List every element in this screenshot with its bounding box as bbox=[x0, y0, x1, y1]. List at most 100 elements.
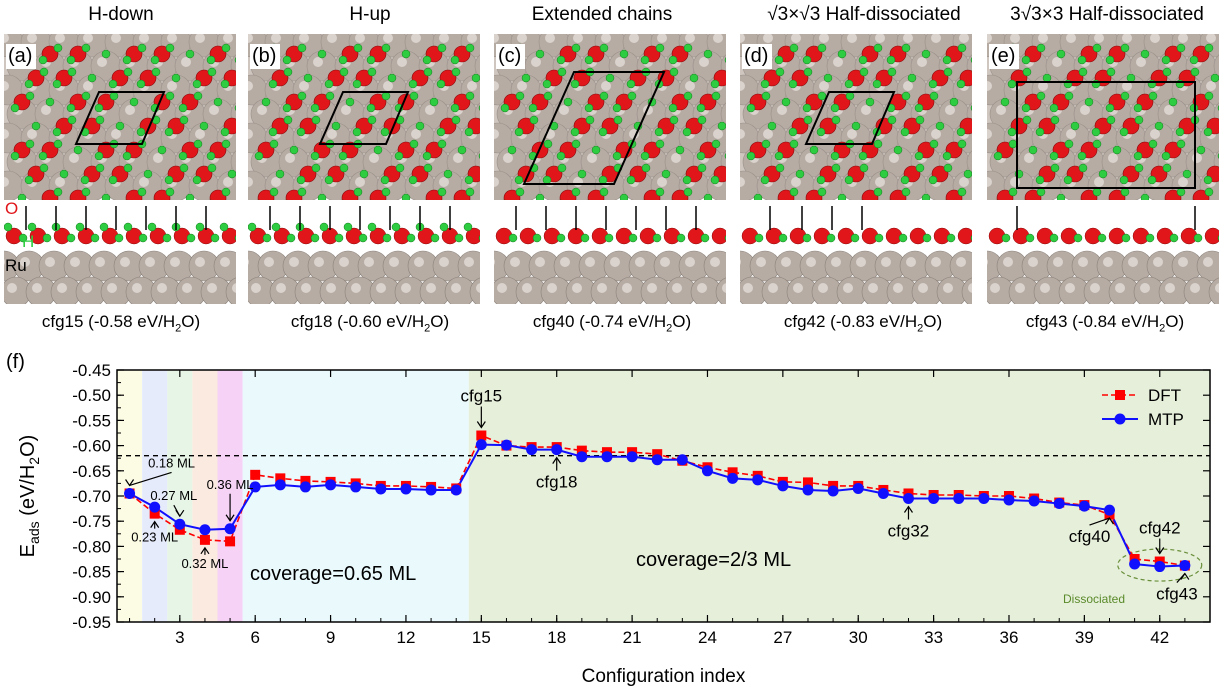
mtp-point bbox=[199, 524, 211, 536]
panel-letter-f: (f) bbox=[6, 351, 25, 373]
mtp-point bbox=[727, 472, 739, 484]
mtp-point bbox=[174, 518, 186, 530]
annotation-label: cfg42 bbox=[1139, 519, 1181, 538]
mtp-point bbox=[1003, 494, 1015, 506]
y-tick-label: -0.65 bbox=[72, 462, 111, 481]
mtp-point bbox=[149, 501, 161, 513]
y-tick-label: -0.85 bbox=[72, 563, 111, 582]
mtp-point bbox=[1028, 495, 1040, 507]
annotation-label: 0.36 ML bbox=[207, 477, 254, 492]
annotation-arrowhead bbox=[476, 421, 486, 429]
y-tick-label: -0.50 bbox=[72, 386, 111, 405]
mtp-point bbox=[249, 481, 261, 493]
mtp-point bbox=[1078, 500, 1090, 512]
panel-title: 3√3×3 Half-dissociated bbox=[1010, 4, 1204, 25]
x-tick-label: 27 bbox=[773, 628, 792, 647]
mtp-point bbox=[1179, 560, 1191, 572]
annotation-arrowhead bbox=[125, 479, 135, 487]
dft-point bbox=[199, 534, 210, 545]
annotation-arrowhead bbox=[200, 546, 210, 555]
x-tick-label: 36 bbox=[1000, 628, 1019, 647]
annotation-label: cfg43 bbox=[1156, 585, 1198, 604]
panel-letter: (c) bbox=[496, 44, 526, 69]
mtp-point bbox=[877, 487, 889, 499]
mtp-point bbox=[299, 481, 311, 493]
structure-panel: (b) bbox=[248, 34, 480, 304]
mtp-point bbox=[1129, 558, 1141, 570]
coverage-band bbox=[167, 370, 193, 622]
structure-panel: (d) bbox=[740, 34, 972, 304]
mtp-point bbox=[551, 444, 563, 456]
x-tick-label: 21 bbox=[623, 628, 642, 647]
coverage-band bbox=[242, 370, 469, 622]
annotation-label: 0.23 ML bbox=[131, 530, 178, 545]
panel-letter: (e) bbox=[989, 44, 1020, 69]
coverage-band bbox=[142, 370, 168, 622]
y-tick-label: -0.95 bbox=[72, 613, 111, 632]
mtp-point bbox=[953, 493, 965, 505]
legend-label-dft: DFT bbox=[1148, 386, 1181, 405]
panel-caption: cfg40 (-0.74 eV/H2O) bbox=[532, 312, 692, 335]
x-tick-label: 24 bbox=[698, 628, 717, 647]
mtp-point bbox=[676, 454, 688, 466]
dft-point bbox=[225, 536, 236, 547]
panel-letter: (d) bbox=[742, 44, 773, 69]
dft-point bbox=[149, 508, 160, 519]
structure-drawing bbox=[987, 34, 1219, 304]
panel-caption: cfg42 (-0.83 eV/H2O) bbox=[783, 312, 943, 335]
structure-drawing bbox=[494, 34, 726, 304]
legend-marker-dft bbox=[1115, 390, 1125, 400]
panel-caption: cfg43 (-0.84 eV/H2O) bbox=[1025, 312, 1185, 335]
atom-label-o: O bbox=[5, 199, 19, 218]
panel-letter: (a) bbox=[6, 44, 37, 69]
mtp-point bbox=[124, 487, 136, 499]
mtp-point bbox=[224, 523, 236, 535]
x-tick-label: 12 bbox=[396, 628, 415, 647]
mtp-point bbox=[375, 483, 387, 495]
annotation-arrowhead bbox=[175, 509, 185, 518]
dft-point bbox=[802, 477, 813, 488]
mtp-point bbox=[601, 451, 613, 463]
legend-label-mtp: MTP bbox=[1148, 410, 1184, 429]
mtp-point bbox=[350, 481, 362, 493]
mtp-point bbox=[902, 493, 914, 505]
annotation-label: 0.32 ML bbox=[181, 556, 228, 571]
mtp-point bbox=[1154, 561, 1166, 573]
structure-panel: (c) bbox=[494, 34, 726, 304]
mtp-point bbox=[325, 479, 337, 491]
x-tick-label: 33 bbox=[924, 628, 943, 647]
region-label: Dissociated bbox=[1063, 592, 1125, 606]
x-tick-label: 18 bbox=[547, 628, 566, 647]
annotation-arrow bbox=[129, 471, 172, 487]
structure-drawing bbox=[4, 34, 236, 304]
coverage-band bbox=[192, 370, 218, 622]
mtp-point bbox=[777, 480, 789, 492]
mtp-point bbox=[701, 465, 713, 477]
mtp-point bbox=[978, 493, 990, 505]
annotation-arrowhead bbox=[1180, 572, 1190, 580]
mtp-point bbox=[626, 451, 638, 463]
y-tick-label: -0.75 bbox=[72, 512, 111, 531]
x-tick-label: 30 bbox=[849, 628, 868, 647]
y-tick-label: -0.45 bbox=[72, 361, 111, 380]
structure-panel: (e) bbox=[987, 34, 1219, 304]
annotation-arrowhead bbox=[225, 514, 235, 522]
x-tick-label: 3 bbox=[175, 628, 184, 647]
mtp-point bbox=[1053, 498, 1065, 510]
y-tick-label: -0.90 bbox=[72, 588, 111, 607]
panel-caption: cfg15 (-0.58 eV/H2O) bbox=[41, 312, 201, 335]
panel-letter: (b) bbox=[250, 44, 281, 69]
mtp-point bbox=[1103, 504, 1115, 516]
panel-title: Extended chains bbox=[531, 4, 673, 25]
annotation-label: 0.18 ML bbox=[148, 455, 195, 470]
structure-drawing bbox=[248, 34, 480, 304]
annotation-label: cfg40 bbox=[1069, 527, 1111, 546]
mtp-point bbox=[475, 439, 487, 451]
annotation-label: cfg15 bbox=[461, 387, 503, 406]
annotation-label: cfg18 bbox=[536, 473, 578, 492]
panel-title: H-up bbox=[349, 4, 391, 25]
region-label: coverage=2/3 ML bbox=[636, 549, 791, 571]
x-tick-label: 39 bbox=[1075, 628, 1094, 647]
dft-point bbox=[275, 473, 286, 484]
mtp-point bbox=[802, 484, 814, 496]
